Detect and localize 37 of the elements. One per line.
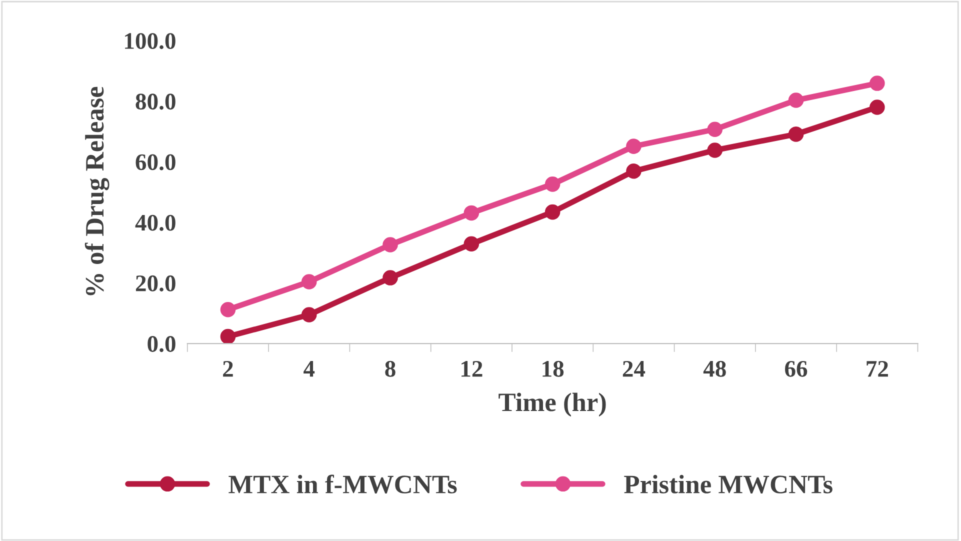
x-axis-title: Time (hr) xyxy=(498,392,606,417)
legend-label: Pristine MWCNTs xyxy=(624,474,832,494)
point xyxy=(870,100,885,115)
point xyxy=(707,122,723,137)
x-tick-label: 72 xyxy=(866,360,888,377)
x-tick-label: 48 xyxy=(703,360,726,377)
point xyxy=(464,205,480,221)
point xyxy=(788,126,804,142)
x-tick-label: 66 xyxy=(785,360,808,377)
x-tick-label: 8 xyxy=(385,360,396,377)
point xyxy=(626,138,642,154)
point xyxy=(870,76,885,91)
y-tick-label: 0.0 xyxy=(148,336,176,352)
point xyxy=(788,92,804,108)
point xyxy=(301,274,317,290)
point xyxy=(220,302,236,318)
x-tick-label: 2 xyxy=(223,360,233,377)
y-tick-label: 60.0 xyxy=(136,154,176,170)
point xyxy=(382,237,398,252)
point xyxy=(626,164,642,179)
point xyxy=(220,328,236,344)
x-tick-label: 24 xyxy=(622,360,646,377)
x-tick-label: 12 xyxy=(462,360,482,377)
point xyxy=(382,270,398,286)
point xyxy=(464,236,480,252)
x-tick-label: 18 xyxy=(542,360,564,377)
y-axis-title: % of Drug Release xyxy=(84,86,110,296)
point xyxy=(544,204,560,220)
y-tick-label: 80.0 xyxy=(136,94,176,110)
legend-label: MTX in f-MWCNTs xyxy=(228,474,457,494)
y-tick-label: 40.0 xyxy=(135,214,176,231)
point xyxy=(301,307,317,322)
y-tick-label: 20.0 xyxy=(136,275,176,292)
point xyxy=(707,142,723,158)
x-tick-label: 4 xyxy=(304,361,315,377)
y-tick-label: 100.0 xyxy=(125,33,176,50)
point xyxy=(544,176,560,192)
